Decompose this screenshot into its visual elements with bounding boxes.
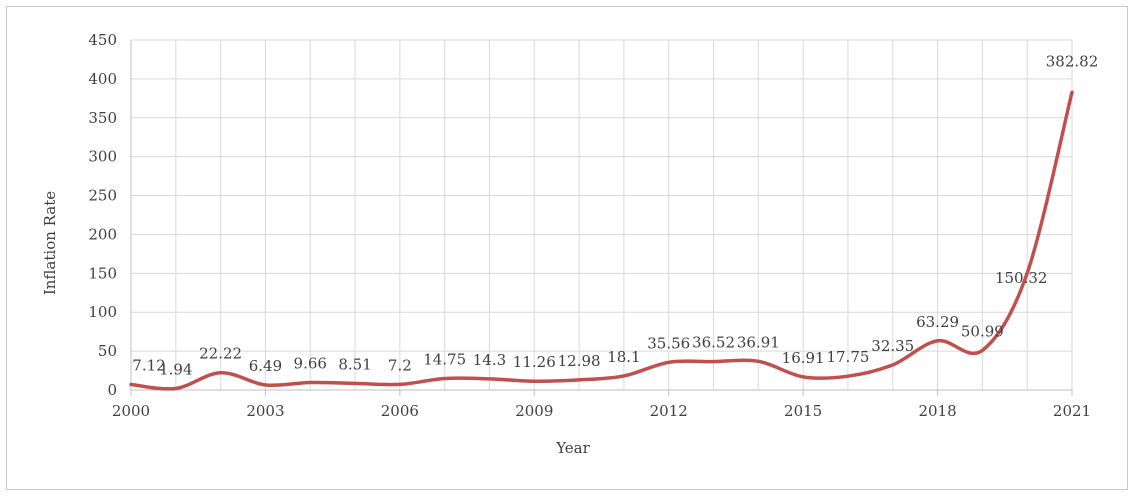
data-label: 16.91 xyxy=(782,349,825,367)
data-label: 6.49 xyxy=(249,357,282,375)
data-label: 63.29 xyxy=(916,313,959,331)
x-tick-label: 2009 xyxy=(515,402,553,420)
data-label: 11.26 xyxy=(513,353,556,371)
y-tick-label: 200 xyxy=(88,225,117,243)
y-tick-label: 0 xyxy=(107,381,117,399)
data-label: 35.56 xyxy=(647,334,690,352)
chart-frame xyxy=(6,6,1128,490)
x-tick-label: 2012 xyxy=(650,402,688,420)
data-label: 8.51 xyxy=(338,355,371,373)
x-tick-label: 2006 xyxy=(381,402,419,420)
data-label: 18.1 xyxy=(607,348,640,366)
y-tick-label: 350 xyxy=(88,109,117,127)
series-line-path xyxy=(129,90,1074,391)
data-label: 150.32 xyxy=(995,269,1048,287)
data-label: 36.52 xyxy=(692,334,735,352)
x-tick-labels: 2000 2003 2006 2009 2012 2015 2018 2021 xyxy=(112,402,1091,420)
data-label: 9.66 xyxy=(294,354,327,372)
x-tick-label: 2018 xyxy=(918,402,956,420)
data-label: 7.2 xyxy=(388,356,412,374)
data-label: 1.94 xyxy=(159,360,192,378)
y-axis-title: Inflation Rate xyxy=(41,191,59,295)
data-label: 7.12 xyxy=(132,356,165,374)
data-label: 50.99 xyxy=(961,322,1004,340)
x-tick-label: 2021 xyxy=(1053,402,1091,420)
data-label: 14.3 xyxy=(473,351,506,369)
data-label: 22.22 xyxy=(199,345,242,363)
y-tick-labels: 0 50 100 150 200 250 300 350 400 450 xyxy=(88,31,117,399)
x-axis-title: Year xyxy=(555,439,590,457)
data-label: 382.82 xyxy=(1046,52,1099,70)
data-label: 32.35 xyxy=(871,337,914,355)
x-tick-label: 2000 xyxy=(112,402,150,420)
series-line xyxy=(129,90,1074,391)
y-tick-label: 400 xyxy=(88,70,117,88)
x-tick-label: 2003 xyxy=(246,402,284,420)
data-label: 12.98 xyxy=(558,352,601,370)
x-tick-label: 2015 xyxy=(784,402,822,420)
y-tick-label: 300 xyxy=(88,148,117,166)
data-labels: 7.121.94 22.22 6.49 9.66 8.51 7.2 14.75 14.3 11.… xyxy=(132,52,1098,378)
data-label: 36.91 xyxy=(737,333,780,351)
y-tick-label: 100 xyxy=(88,303,117,321)
data-label: 17.75 xyxy=(826,348,869,366)
grid-lines xyxy=(131,39,1073,390)
y-tick-label: 250 xyxy=(88,187,117,205)
data-label: 14.75 xyxy=(423,351,466,369)
y-tick-label: 50 xyxy=(98,342,117,360)
y-tick-label: 150 xyxy=(88,264,117,282)
y-tick-label: 450 xyxy=(88,31,117,49)
axes xyxy=(130,40,1073,396)
